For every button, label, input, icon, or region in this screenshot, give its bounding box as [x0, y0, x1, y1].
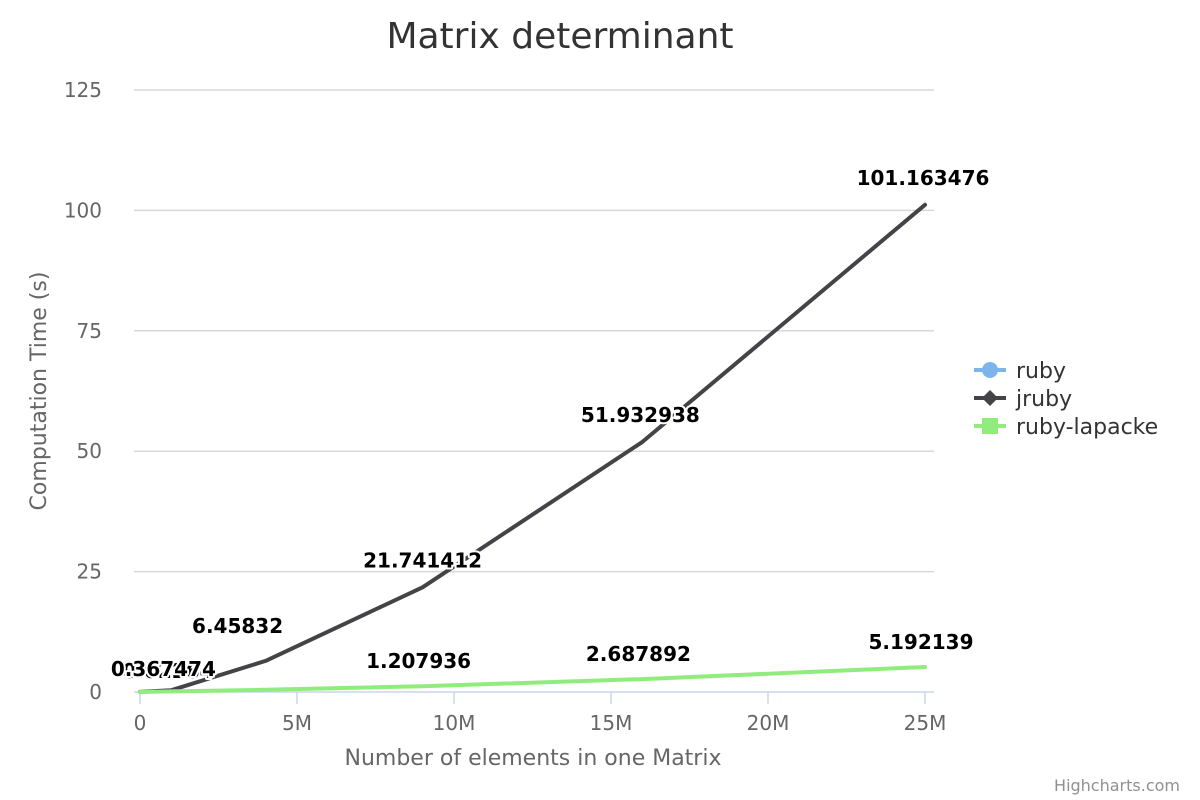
- data-label-jruby: 0.367474: [111, 657, 216, 681]
- circle-marker-icon: [982, 362, 998, 378]
- y-tick-label: 50: [77, 439, 102, 463]
- credits-link[interactable]: Highcharts.com: [1054, 776, 1180, 795]
- x-axis: 0 5M 10M 15M 20M 25M: [134, 691, 947, 735]
- y-tick-label: 25: [77, 560, 102, 584]
- x-tick-label: 15M: [590, 711, 633, 735]
- x-tick-label: 25M: [904, 711, 947, 735]
- legend-label: ruby-lapacke: [1016, 415, 1158, 440]
- y-tick-label: 125: [64, 78, 102, 102]
- y-tick-label: 0: [89, 680, 102, 704]
- square-marker-icon: [982, 418, 998, 434]
- series-layer: [138, 202, 927, 694]
- x-axis-title: Number of elements in one Matrix: [345, 746, 722, 771]
- data-label-jruby: 0.02264: [122, 659, 213, 683]
- data-label-ruby-lapacke: 1.207936: [366, 649, 471, 673]
- data-label-jruby: 6.45832: [192, 614, 283, 638]
- y-axis-title: Computation Time (s): [27, 272, 52, 511]
- data-label-ruby-lapacke: 2.687892: [586, 642, 691, 666]
- series-line-ruby-lapacke[interactable]: [138, 665, 927, 694]
- legend-item-ruby[interactable]: ruby: [974, 359, 1066, 384]
- x-tick-label: 5M: [282, 711, 312, 735]
- data-label-jruby: 21.741412: [363, 548, 482, 572]
- chart-title: Matrix determinant: [386, 16, 733, 57]
- diamond-marker-icon: [982, 390, 998, 406]
- legend[interactable]: ruby jruby ruby-lapacke: [974, 359, 1158, 440]
- y-tick-label: 75: [77, 319, 102, 343]
- data-label-ruby-lapacke: 5.192139: [868, 630, 973, 654]
- y-axis: 0 25 50 75 100 125: [64, 78, 102, 704]
- legend-item-jruby[interactable]: jruby: [974, 387, 1072, 412]
- data-label-jruby: 51.932938: [581, 403, 700, 427]
- x-tick-label: 10M: [433, 711, 476, 735]
- y-tick-label: 100: [64, 198, 102, 222]
- x-tick-label: 0: [134, 711, 147, 735]
- data-label-jruby: 101.163476: [857, 166, 990, 190]
- legend-item-ruby-lapacke[interactable]: ruby-lapacke: [974, 415, 1158, 440]
- grid-lines: [134, 89, 934, 573]
- x-tick-label: 20M: [747, 711, 790, 735]
- legend-label: jruby: [1015, 387, 1072, 412]
- legend-label: ruby: [1016, 359, 1066, 384]
